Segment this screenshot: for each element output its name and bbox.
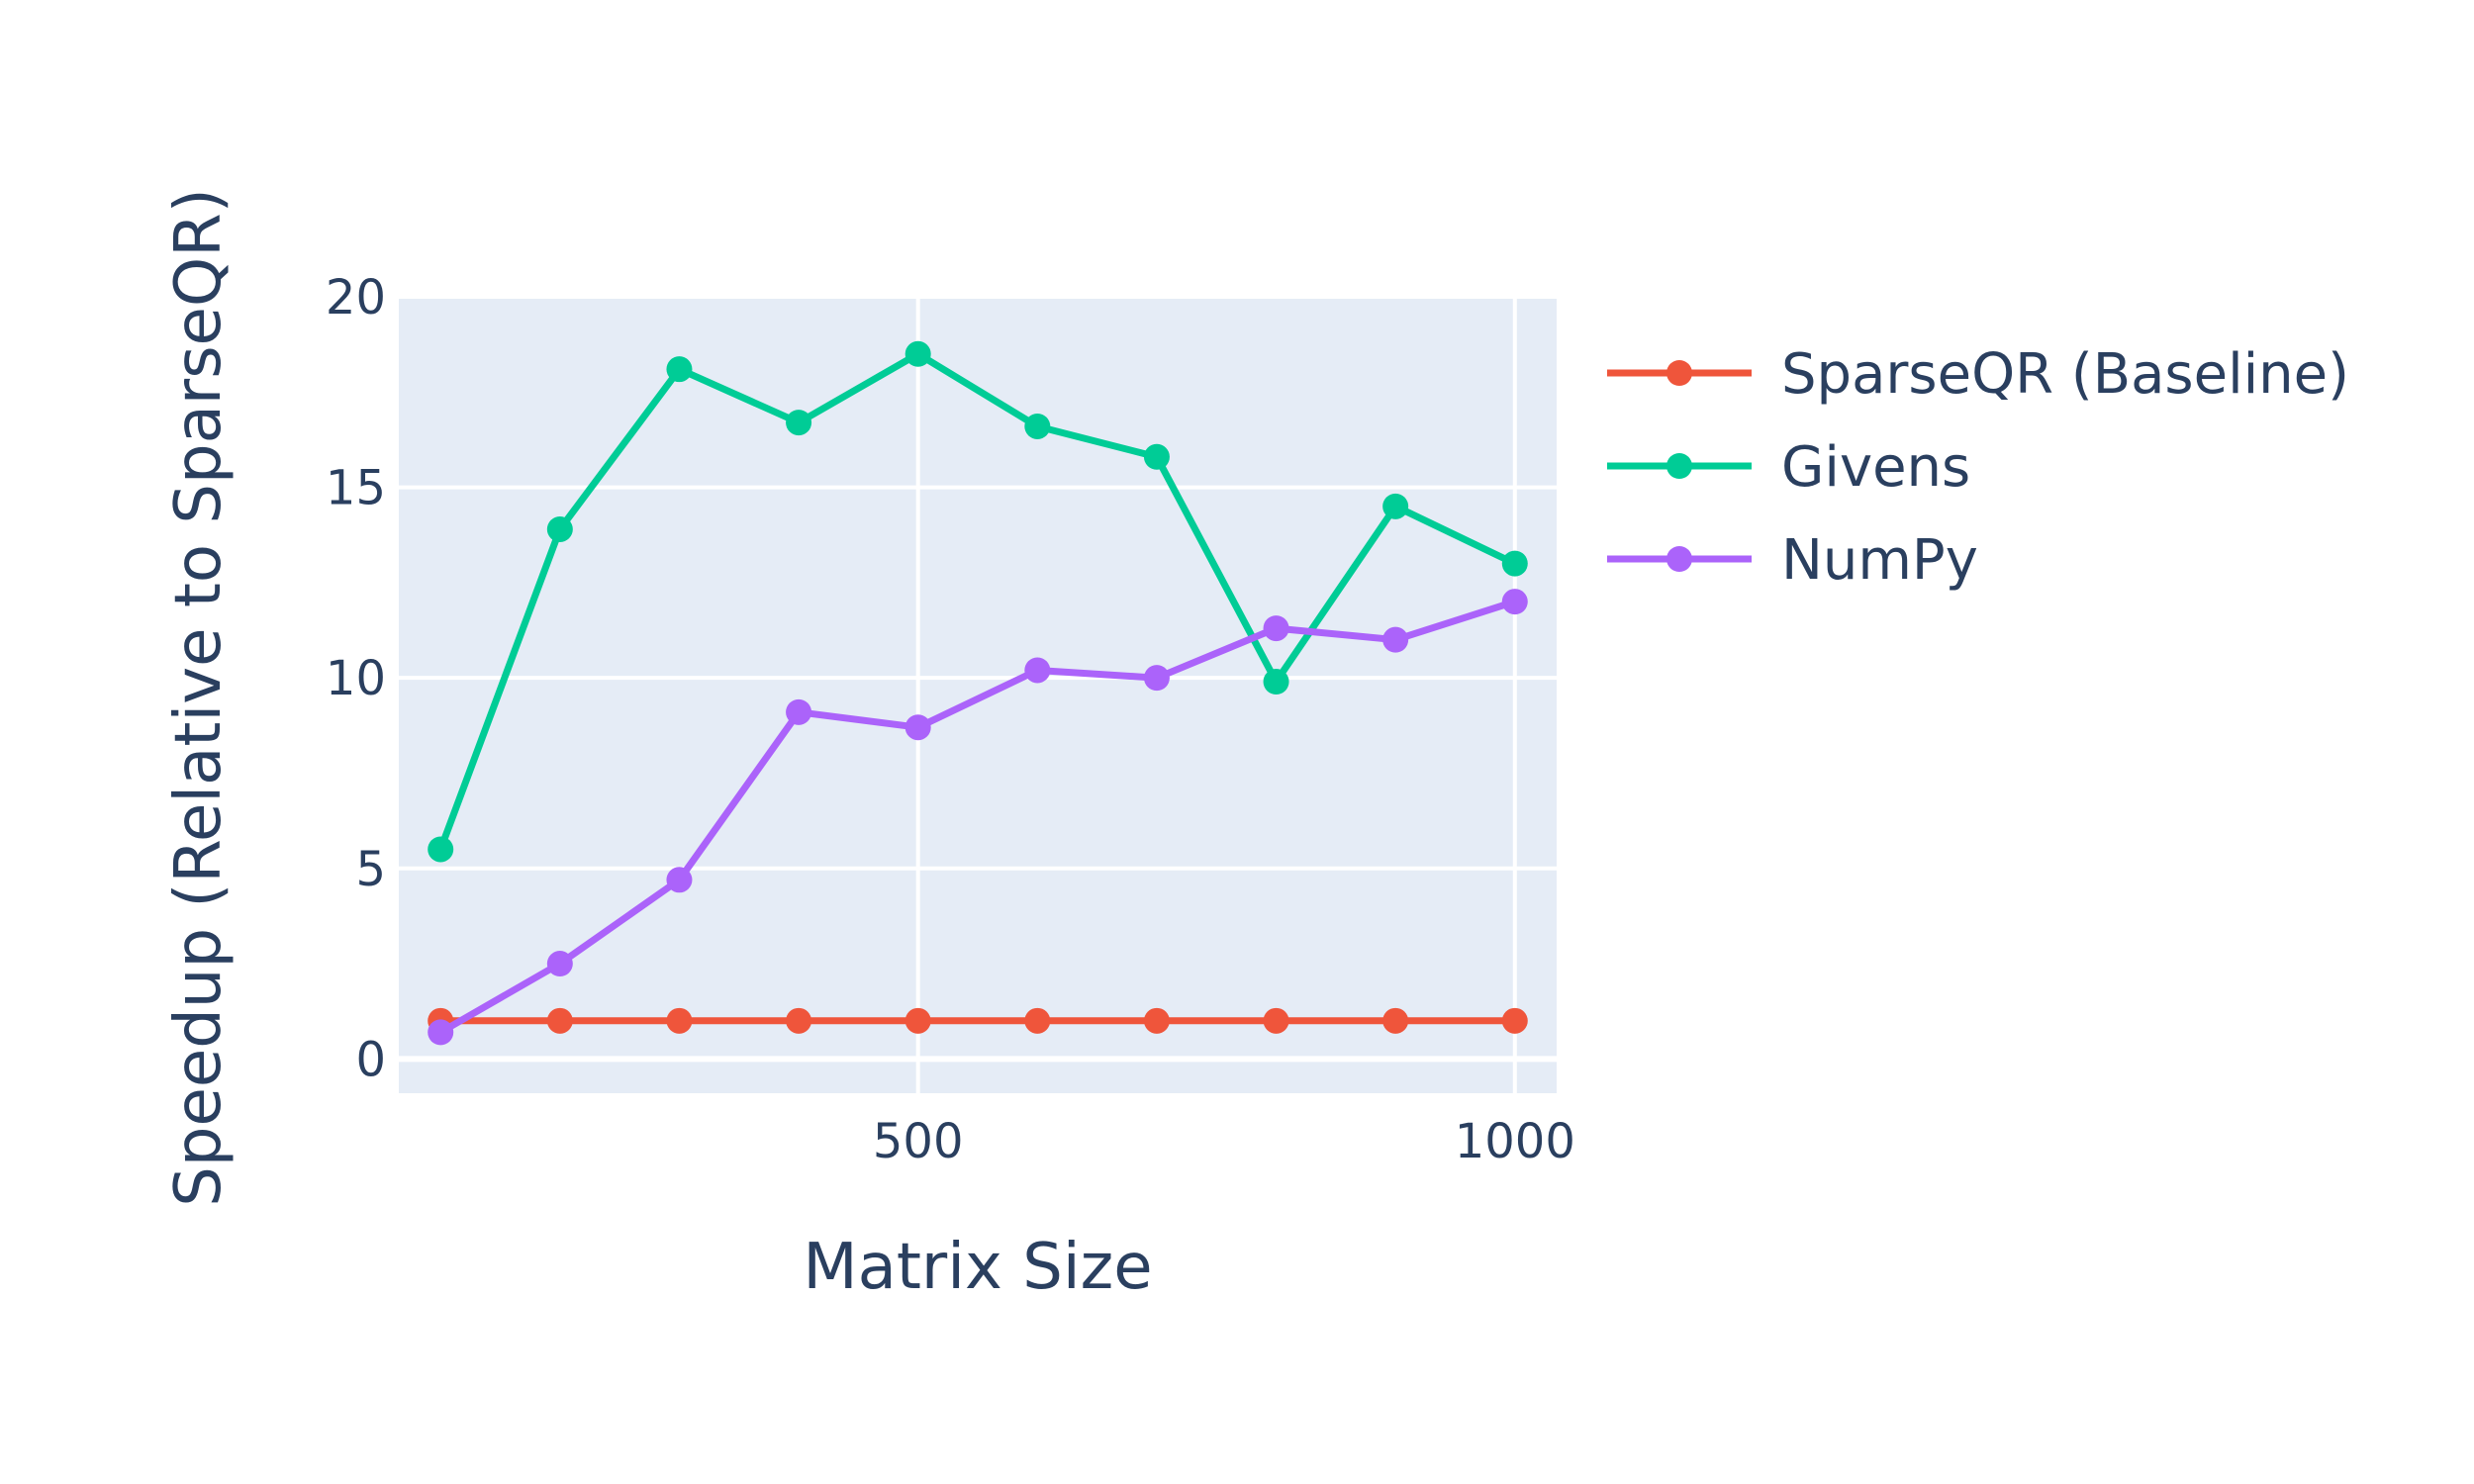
data-point — [1382, 493, 1409, 519]
data-point — [1501, 550, 1528, 577]
data-point — [1024, 657, 1051, 684]
data-point — [904, 1007, 931, 1034]
series-layer — [428, 340, 1528, 1046]
data-point — [546, 951, 573, 977]
data-point — [1143, 443, 1170, 470]
data-point — [1263, 1007, 1289, 1034]
data-point — [786, 698, 812, 725]
data-point — [904, 340, 931, 367]
legend-label: SparseQR (Baseline) — [1781, 342, 2349, 407]
data-point — [1382, 626, 1409, 653]
data-point — [546, 1007, 573, 1034]
data-point — [1263, 615, 1289, 642]
data-point — [1501, 589, 1528, 615]
data-point — [1024, 413, 1051, 439]
data-point — [786, 410, 812, 436]
data-point — [428, 1019, 454, 1046]
y-tick-label: 0 — [355, 1032, 386, 1087]
data-point — [1024, 1007, 1051, 1034]
series-givens — [428, 340, 1528, 863]
x-tick-label: 500 — [873, 1114, 964, 1169]
series-line — [438, 598, 1516, 1036]
data-point — [666, 867, 693, 893]
y-axis-ticks: 0 5 10 15 20 — [326, 270, 386, 1087]
data-point — [546, 515, 573, 542]
data-point — [428, 836, 454, 863]
data-point — [1382, 1007, 1409, 1034]
data-point — [666, 356, 693, 383]
x-tick-label: 1000 — [1455, 1114, 1575, 1169]
data-point — [1501, 1007, 1528, 1034]
data-point — [666, 1007, 693, 1034]
legend-item: NumPy — [1607, 528, 1978, 593]
grid — [399, 295, 1557, 1093]
legend-swatch-marker — [1666, 360, 1692, 386]
legend: SparseQR (Baseline) Givens NumPy — [1607, 342, 2349, 593]
y-axis-title: Speedup (Relative to SparseQR) — [162, 188, 236, 1206]
legend-item: SparseQR (Baseline) — [1607, 342, 2349, 407]
y-tick-label: 5 — [355, 842, 386, 897]
data-point — [1263, 669, 1289, 696]
x-axis-title: Matrix Size — [803, 1231, 1152, 1304]
data-point — [904, 714, 931, 741]
legend-item: Givens — [1607, 435, 1970, 500]
legend-swatch-marker — [1666, 453, 1692, 479]
legend-label: Givens — [1781, 435, 1970, 500]
series-line — [436, 350, 1517, 851]
y-tick-label: 20 — [326, 270, 386, 325]
x-axis-ticks: 500 1000 — [873, 1114, 1575, 1169]
y-tick-label: 15 — [326, 461, 386, 516]
legend-label: NumPy — [1781, 528, 1978, 593]
series-numpy — [428, 589, 1528, 1046]
data-point — [786, 1007, 812, 1034]
legend-swatch-marker — [1666, 546, 1692, 572]
data-point — [1143, 665, 1170, 692]
data-point — [1143, 1007, 1170, 1034]
y-tick-label: 10 — [326, 651, 386, 706]
